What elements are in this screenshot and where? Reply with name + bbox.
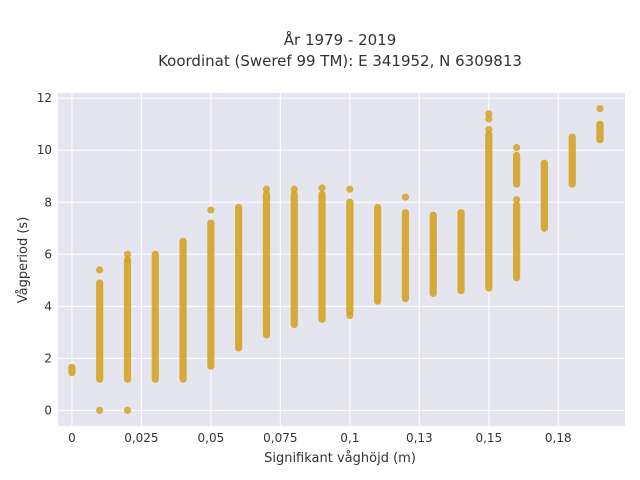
x-axis-label: Signifikant våghöjd (m) [264, 451, 416, 466]
y-tick-label: 8 [44, 195, 52, 209]
data-point-run [68, 363, 76, 377]
data-point-run [513, 201, 521, 282]
x-tick-label: 0,025 [124, 431, 158, 445]
data-point-run [96, 279, 104, 383]
data-point [290, 185, 298, 193]
x-axis-ticks: 0 0,025 0,05 0,075 0,1 0,13 0,15 0,18 [68, 431, 572, 445]
data-point [401, 193, 410, 201]
x-tick-label: 0,13 [406, 431, 433, 445]
data-point-run [457, 209, 465, 295]
y-tick-label: 0 [44, 403, 52, 417]
y-axis-ticks: 0 2 4 6 8 10 12 [37, 91, 52, 417]
x-tick-label: 0,18 [545, 431, 572, 445]
y-tick-label: 6 [44, 247, 52, 261]
data-point-run [540, 159, 548, 232]
data-point-run [513, 151, 521, 188]
data-point-run [596, 120, 604, 144]
y-tick-label: 10 [37, 143, 52, 157]
data-point [485, 110, 493, 118]
data-point-run [568, 133, 576, 188]
data-point-run [290, 190, 298, 329]
data-point-run [485, 131, 493, 292]
data-point [96, 266, 104, 274]
data-points [68, 105, 604, 414]
y-tick-label: 12 [37, 91, 52, 105]
data-point [485, 125, 493, 134]
data-point [346, 185, 354, 193]
data-point [262, 185, 271, 193]
data-point [123, 255, 132, 264]
data-point [96, 406, 104, 414]
data-point [318, 184, 326, 192]
y-tick-label: 2 [44, 351, 52, 365]
data-point-run [123, 258, 132, 383]
data-point-run [401, 209, 410, 303]
y-axis-label: Vågperiod (s) [16, 217, 31, 304]
data-point-run [262, 190, 271, 339]
data-point-run [207, 219, 215, 370]
x-tick-label: 0 [68, 431, 76, 445]
chart-title-line1: År 1979 - 2019 [284, 30, 397, 49]
data-point [207, 206, 215, 214]
x-tick-label: 0,15 [475, 431, 502, 445]
data-point [513, 196, 521, 204]
x-tick-label: 0,075 [263, 431, 297, 445]
x-tick-label: 0,05 [198, 431, 225, 445]
data-point [123, 406, 132, 414]
data-point-run [318, 190, 326, 323]
data-point-run [374, 203, 382, 305]
data-point [123, 250, 132, 258]
chart-title-line2: Koordinat (Sweref 99 TM): E 341952, N 63… [158, 52, 522, 70]
data-point [346, 311, 354, 320]
data-point-run [429, 211, 437, 297]
data-point-run [179, 237, 187, 383]
data-point-run [151, 250, 159, 383]
x-tick-label: 0,1 [340, 431, 359, 445]
data-point-run [235, 203, 243, 352]
data-point [513, 144, 521, 152]
data-point [485, 115, 493, 123]
data-point-run [346, 198, 354, 316]
data-point [596, 105, 604, 113]
y-tick-label: 4 [44, 299, 52, 313]
plot-area [58, 93, 625, 426]
